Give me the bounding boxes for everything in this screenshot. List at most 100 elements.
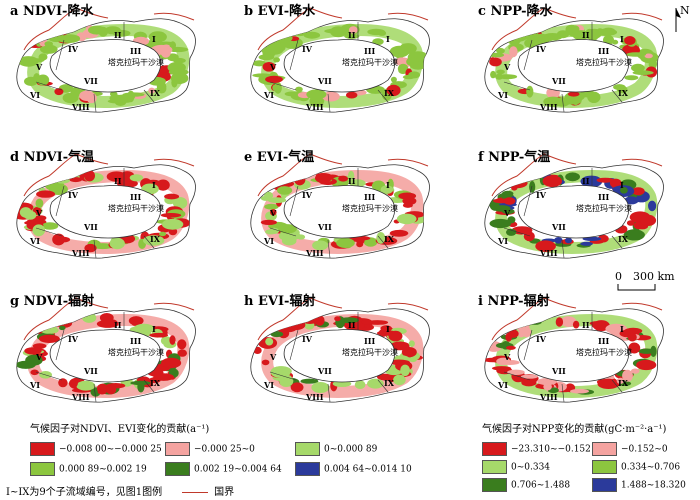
desert-outline xyxy=(283,39,396,93)
sub-basin-boundaries xyxy=(269,168,389,259)
sub-basin-boundaries xyxy=(35,22,155,113)
basin-label: V xyxy=(504,352,511,362)
legend-npp-title: 气候因子对NPP变化的贡献(gC·m⁻²·a⁻¹) xyxy=(482,424,667,435)
change-patch xyxy=(587,29,599,41)
change-patch xyxy=(636,359,657,371)
change-patch xyxy=(56,236,71,243)
national-border xyxy=(23,297,195,341)
basin-map xyxy=(16,7,196,113)
legend-label: 0.004 64~0.014 10 xyxy=(324,464,412,475)
change-patch xyxy=(616,377,625,384)
change-patch xyxy=(315,173,332,184)
desert-label: 塔克拉玛干沙漠 xyxy=(576,204,632,213)
footnote-text: I~IX为9个子流域编号，见图1图例 xyxy=(6,487,163,498)
change-patch xyxy=(506,345,516,350)
basin-label: VII xyxy=(84,76,98,86)
change-patch xyxy=(626,52,646,57)
legend-swatch xyxy=(482,460,507,474)
scale-distance: 300 km xyxy=(633,270,675,283)
basin-label: IX xyxy=(150,88,160,98)
sub-basin-boundaries xyxy=(503,22,623,113)
change-patch xyxy=(177,339,187,350)
basin-label: VI xyxy=(498,236,508,246)
change-patch xyxy=(556,30,570,39)
basin-label: VIII xyxy=(72,248,90,258)
change-patch xyxy=(112,29,131,37)
panel-title: i NPP-辐射 xyxy=(478,294,550,309)
sub-basin-boundaries xyxy=(503,312,623,403)
legend-item: −0.008 00~−0.000 25 xyxy=(30,442,162,456)
basin-label: VII xyxy=(318,76,332,86)
change-patch xyxy=(76,380,96,391)
legend-swatch xyxy=(295,442,320,456)
basin-label: VI xyxy=(264,90,274,100)
change-patch xyxy=(84,170,95,182)
change-patch xyxy=(57,35,79,43)
change-patch xyxy=(493,205,511,212)
sub-basin-boundaries xyxy=(35,312,155,403)
change-patch xyxy=(628,342,641,354)
change-patch xyxy=(59,325,66,331)
basin-label: III xyxy=(130,192,142,202)
change-patch xyxy=(177,349,187,357)
basin-label: II xyxy=(348,30,356,40)
legend-label: −23.310~−0.152 xyxy=(511,444,591,455)
national-border xyxy=(257,297,429,341)
change-patch xyxy=(367,378,384,389)
panel-title: b EVI-降水 xyxy=(244,4,316,19)
desert-outline xyxy=(49,39,162,93)
basin-label: IX xyxy=(384,88,394,98)
desert-label: 塔克拉玛干沙漠 xyxy=(576,58,632,67)
change-patch xyxy=(24,347,42,355)
change-patch xyxy=(511,226,533,235)
desert-outline xyxy=(283,329,396,383)
basin-label: IX xyxy=(618,234,628,244)
change-patch xyxy=(172,197,188,209)
change-patch xyxy=(303,31,321,39)
change-patch xyxy=(334,316,341,322)
change-patch xyxy=(35,198,44,208)
change-patch xyxy=(520,374,539,379)
change-patch xyxy=(624,196,639,205)
change-patch xyxy=(336,238,355,248)
basin-label: III xyxy=(130,336,142,346)
change-patch xyxy=(626,220,635,226)
national-border xyxy=(23,7,195,51)
change-patch xyxy=(572,320,580,329)
change-patch xyxy=(623,229,645,241)
change-patch xyxy=(572,30,590,41)
basin-label: VIII xyxy=(306,102,324,112)
change-patch xyxy=(148,31,167,43)
map-panel: d NDVI-气温 塔克拉玛干沙漠 I II III IV V VI VII VIII IX xyxy=(4,146,214,276)
scale-bar: 0 300 km xyxy=(615,270,695,291)
change-patch xyxy=(273,57,280,63)
basin-label: IV xyxy=(68,190,78,200)
legend-item: 0.002 19~0.004 64 xyxy=(165,462,282,476)
legend-item: 0.000 89~0.002 19 xyxy=(30,462,147,476)
change-patch xyxy=(622,369,633,382)
change-patch xyxy=(596,177,614,183)
change-patch xyxy=(356,236,365,245)
basin-label: VI xyxy=(498,380,508,390)
change-patch xyxy=(400,364,410,376)
change-patch xyxy=(390,76,397,83)
change-patch xyxy=(580,175,603,188)
change-patch xyxy=(159,231,167,237)
basin-label: VI xyxy=(264,380,274,390)
change-patch xyxy=(489,57,502,67)
change-patch xyxy=(490,70,497,79)
change-patch xyxy=(137,381,145,393)
basin-label: II xyxy=(582,30,590,40)
legend-swatch xyxy=(165,462,190,476)
change-patch xyxy=(338,175,348,182)
desert-label: 塔克拉玛干沙漠 xyxy=(342,204,398,213)
basin-label: II xyxy=(582,176,590,186)
change-patch xyxy=(41,222,59,230)
change-patch xyxy=(295,86,303,93)
change-patch xyxy=(503,197,516,205)
legend-label: 0.334~0.706 xyxy=(621,462,681,473)
change-patch xyxy=(501,190,514,197)
change-patch xyxy=(398,192,417,200)
basin-map xyxy=(250,153,430,259)
change-patch xyxy=(54,177,70,184)
